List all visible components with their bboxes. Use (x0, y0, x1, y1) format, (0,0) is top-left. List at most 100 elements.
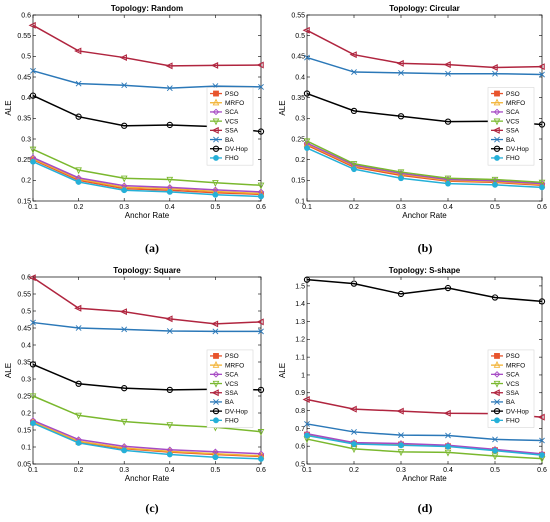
data-point (30, 420, 36, 427)
legend-marker (494, 155, 500, 161)
data-point (166, 176, 174, 184)
x-tick-label: 0.4 (165, 467, 175, 474)
series-vcs (29, 146, 265, 190)
series-line (306, 29, 543, 69)
legend-label: DV-Hop (506, 146, 529, 153)
series-line (32, 156, 262, 193)
legend-marker (493, 380, 501, 388)
data-point (166, 386, 173, 394)
data-point (212, 454, 219, 461)
legend-marker (212, 108, 220, 116)
y-tick-label: 0.25 (291, 136, 305, 143)
data-point (492, 181, 498, 188)
data-point (397, 449, 405, 457)
data-point (492, 70, 498, 77)
legend-marker (213, 353, 219, 359)
data-point (444, 175, 452, 183)
data-point (490, 64, 498, 71)
data-point (350, 161, 358, 169)
legend-marker (493, 98, 501, 106)
data-point (120, 418, 128, 426)
legend-label: SCA (225, 372, 239, 379)
data-point (30, 158, 36, 165)
data-point (74, 47, 82, 55)
legend-label: VCS (225, 118, 239, 125)
data-point (445, 443, 451, 450)
x-axis-label: Anchor Rate (125, 211, 170, 220)
y-tick-label: 0.35 (291, 95, 305, 102)
data-point (539, 71, 545, 78)
data-point (74, 304, 82, 312)
data-point (75, 325, 82, 331)
data-point (29, 361, 37, 368)
x-tick-label: 0.4 (443, 204, 453, 211)
x-tick-label: 0.6 (256, 204, 266, 211)
data-point (302, 396, 310, 404)
data-point (210, 320, 219, 328)
data-point (398, 175, 404, 182)
series-line (32, 148, 262, 187)
data-point (166, 328, 173, 334)
legend-box (206, 87, 254, 166)
y-tick-label: 0.5 (21, 54, 31, 61)
legend: PSO MRFO SCA VCS SSA BA DV-Hop FHO (487, 349, 535, 428)
x-tick-label: 0.5 (490, 204, 500, 211)
legend-label: PSO (225, 91, 239, 98)
data-point (303, 276, 311, 283)
y-tick-label: 0.55 (291, 12, 305, 19)
data-point (537, 413, 545, 421)
data-point (29, 146, 37, 154)
legend-marker (212, 118, 220, 126)
x-tick-label: 0.4 (165, 204, 175, 211)
y-tick-label: 0.2 (295, 157, 305, 164)
data-point (304, 54, 310, 61)
data-point (75, 80, 82, 87)
y-tick-label: 0.35 (17, 116, 31, 123)
data-point (166, 85, 173, 92)
data-point (165, 315, 173, 323)
x-tick-label: 0.5 (211, 467, 221, 474)
series-vcs (303, 138, 546, 187)
data-point (445, 70, 451, 77)
series-line (306, 423, 543, 442)
data-point (445, 432, 451, 439)
y-tick-label: 0.55 (17, 33, 31, 40)
series-line (306, 434, 543, 456)
y-tick-label: 0.5 (21, 308, 31, 315)
legend-label: MRFO (225, 100, 244, 107)
data-point (304, 421, 310, 427)
x-tick-label: 0.5 (490, 467, 500, 474)
y-tick-label: 0.25 (17, 157, 31, 164)
y-tick-label: 0.4 (21, 95, 31, 102)
x-axis-label: Anchor Rate (402, 211, 447, 220)
data-point (258, 328, 264, 335)
y-tick-label: 1.4 (295, 301, 305, 308)
data-point (165, 62, 173, 70)
legend-marker (211, 126, 219, 134)
y-tick-label: 0.15 (291, 178, 305, 185)
series-dv-hop (303, 276, 546, 305)
data-point (492, 447, 498, 454)
chart-panel-2: Topology: Circular 0.1 0.2 0.3 0.4 0.5 0.6 0.1 0… (278, 4, 547, 255)
data-point (351, 166, 357, 173)
data-point (212, 328, 219, 335)
data-point (304, 145, 310, 151)
data-point (443, 61, 451, 69)
legend-label: FHO (225, 155, 239, 162)
y-tick-label: 0.45 (17, 325, 31, 332)
data-point (350, 280, 358, 287)
data-point (492, 436, 498, 443)
data-point (258, 193, 264, 200)
data-point (303, 138, 311, 146)
legend-label: SSA (506, 390, 520, 397)
series-ba (30, 319, 264, 335)
series-fho (304, 432, 545, 458)
legend-label: FHO (506, 418, 520, 425)
legend-marker (212, 380, 220, 388)
y-tick-label: 0.6 (21, 274, 31, 281)
series-line (306, 140, 543, 184)
y-tick-label: 0.05 (17, 461, 31, 468)
data-point (397, 290, 405, 298)
y-tick-label: 1.3 (295, 319, 305, 326)
